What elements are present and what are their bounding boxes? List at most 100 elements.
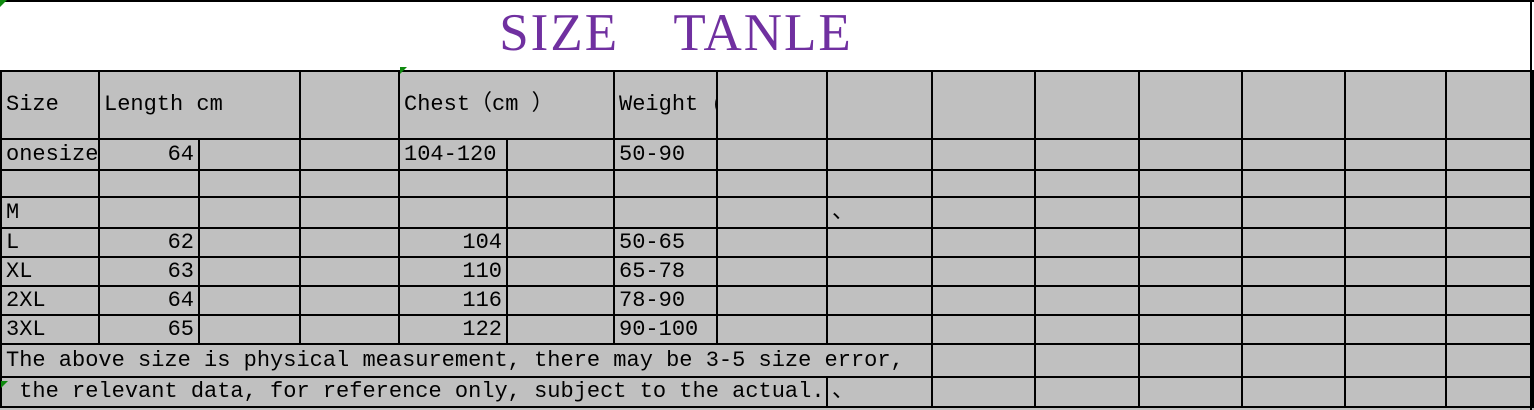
empty-cell	[197, 227, 302, 258]
empty-cell	[1241, 376, 1347, 408]
empty-cell	[826, 314, 934, 345]
cell-size: onesize	[0, 138, 100, 171]
right-border-line	[1530, 0, 1532, 410]
empty-cell	[1138, 196, 1244, 229]
empty-cell	[1034, 138, 1141, 171]
empty-cell	[1034, 227, 1141, 258]
empty-cell	[1138, 376, 1244, 408]
disclaimer-line-2-mark: 、	[826, 376, 934, 408]
empty-cell	[1138, 256, 1244, 287]
size-table: Size Length cm Chest（cm ） Weight (kg) on…	[0, 70, 1534, 408]
cell-weight: 50-65	[613, 227, 719, 258]
empty-cell	[826, 70, 934, 140]
header-chest: Chest（cm ）	[398, 70, 616, 140]
empty-cell	[1034, 376, 1141, 408]
empty-cell	[826, 285, 934, 316]
empty-cell	[1241, 169, 1347, 198]
top-border-line	[0, 0, 1534, 2]
empty-cell	[299, 70, 401, 140]
empty-cell	[299, 169, 401, 198]
empty-cell	[1241, 314, 1347, 345]
empty-cell	[1034, 285, 1141, 316]
empty-cell	[506, 196, 616, 229]
empty-cell	[613, 196, 719, 229]
empty-cell	[1241, 138, 1347, 171]
empty-cell	[1138, 285, 1244, 316]
empty-cell	[197, 285, 302, 316]
empty-cell	[1344, 314, 1448, 345]
empty-cell	[1138, 343, 1244, 378]
empty-cell	[506, 314, 616, 345]
header-weight: Weight (kg)	[613, 70, 719, 140]
empty-cell	[716, 227, 829, 258]
empty-cell	[1241, 70, 1347, 140]
empty-cell	[1344, 285, 1448, 316]
empty-cell	[1034, 343, 1141, 378]
row-m: M 、	[0, 196, 1534, 229]
empty-cell	[1034, 256, 1141, 287]
empty-cell	[299, 285, 401, 316]
empty-cell	[1138, 169, 1244, 198]
cell-length: 65	[98, 314, 200, 345]
green-corner-marker-icon	[400, 67, 407, 74]
cell-weight: 78-90	[613, 285, 719, 316]
empty-cell	[506, 169, 616, 198]
empty-cell	[1241, 196, 1347, 229]
empty-cell	[931, 285, 1037, 316]
empty-cell	[1344, 343, 1448, 378]
empty-cell	[931, 227, 1037, 258]
empty-cell	[716, 196, 829, 229]
empty-cell	[716, 138, 829, 171]
disclaimer-line-1: The above size is physical measurement, …	[0, 343, 934, 378]
row-note-2: the relevant data, for reference only, s…	[0, 376, 1534, 408]
empty-cell	[197, 169, 302, 198]
empty-cell	[1241, 227, 1347, 258]
empty-cell	[1344, 256, 1448, 287]
empty-cell	[197, 138, 302, 171]
empty-cell	[931, 169, 1037, 198]
empty-cell	[1445, 256, 1534, 287]
cell-size: 3XL	[0, 314, 100, 345]
header-length: Length cm	[97, 70, 302, 140]
empty-cell	[197, 256, 302, 287]
cell-chest: 104-120	[398, 138, 509, 171]
empty-cell	[1034, 70, 1141, 140]
empty-cell	[398, 169, 509, 198]
empty-cell	[1138, 70, 1244, 140]
empty-cell	[1445, 376, 1534, 408]
empty-cell	[1138, 227, 1244, 258]
empty-cell	[1241, 256, 1347, 287]
empty-cell	[716, 314, 829, 345]
size-table-area: Size Length cm Chest（cm ） Weight (kg) on…	[0, 70, 1534, 410]
cell-chest: 122	[398, 314, 509, 345]
row-l: L 62 104 50-65	[0, 227, 1534, 258]
empty-cell	[716, 169, 829, 198]
empty-cell	[931, 196, 1037, 229]
empty-cell	[931, 256, 1037, 287]
cell-length: 63	[98, 256, 200, 287]
empty-cell	[197, 314, 302, 345]
empty-cell	[716, 285, 829, 316]
empty-cell	[1241, 285, 1347, 316]
empty-cell	[299, 138, 401, 171]
cell-chest: 104	[398, 227, 509, 258]
empty-cell	[1241, 343, 1347, 378]
empty-cell	[1445, 343, 1534, 378]
empty-cell	[1445, 169, 1534, 198]
empty-cell	[1138, 314, 1244, 345]
title-band: SIZE TANLE	[0, 0, 1534, 70]
empty-cell	[1344, 138, 1448, 171]
cell-size: L	[0, 227, 100, 258]
page-title: SIZE TANLE	[499, 4, 853, 62]
empty-cell	[506, 138, 616, 171]
empty-cell	[1034, 169, 1141, 198]
empty-cell	[1445, 314, 1534, 345]
empty-cell	[1344, 196, 1448, 229]
cell-chest: 110	[398, 256, 509, 287]
empty-cell	[98, 169, 200, 198]
row-onesize: onesize 64 104-120 50-90	[0, 138, 1534, 171]
empty-cell	[1445, 138, 1534, 171]
empty-cell	[1445, 285, 1534, 316]
empty-cell	[197, 196, 302, 229]
